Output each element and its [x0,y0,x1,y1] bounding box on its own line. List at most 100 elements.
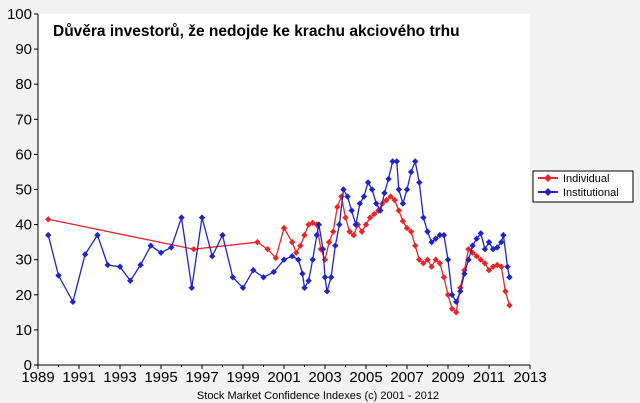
data-point-individual [453,309,460,316]
data-point-individual [301,231,308,239]
data-point-institutional [313,231,320,239]
data-point-institutional [506,274,513,281]
y-axis-ticks: 0 10 20 30 40 50 60 70 80 90 100 [7,6,38,374]
data-point-institutional [305,277,312,284]
data-point-individual [420,260,427,267]
data-point-institutional [198,214,206,221]
data-point-institutional [45,231,52,239]
data-point-individual [395,207,402,214]
data-point-institutional [477,230,484,237]
data-point-institutional [104,261,111,269]
data-point-individual [371,210,378,218]
x-tick-label: 2001 [267,369,300,386]
data-point-individual [358,228,366,235]
data-point-individual [412,242,419,249]
data-point-institutional [301,284,308,291]
series-layer [45,158,513,316]
x-tick-label: 1989 [21,369,54,386]
data-point-institutional [319,245,327,253]
data-point-individual [403,224,411,232]
data-point-individual [45,216,52,223]
y-tick-label: 70 [15,111,32,128]
data-point-individual [399,217,407,225]
data-point-institutional [481,245,489,253]
data-point-institutional [457,288,464,295]
data-point-institutional [420,214,427,221]
legend-marker-institutional [544,188,552,196]
data-point-institutional [137,261,144,269]
data-point-institutional [500,231,507,239]
data-point-institutional [389,158,396,165]
data-point-individual [280,224,288,232]
data-point-individual [448,305,456,313]
data-point-institutional [469,242,476,249]
data-point-institutional [395,186,402,193]
data-point-institutional [424,228,431,235]
data-point-institutional [229,274,236,281]
data-point-institutional [393,158,400,165]
data-point-institutional [55,272,62,279]
data-point-institutional [289,252,296,260]
data-point-individual [387,193,394,200]
data-point-institutional [498,238,505,246]
data-point-institutional [116,263,124,270]
data-point-individual [407,228,415,235]
data-point-individual [289,238,296,246]
x-tick-label: 1995 [144,369,177,386]
data-point-institutional [309,256,316,263]
y-tick-label: 80 [15,76,32,93]
data-point-institutional [157,249,165,256]
data-point-institutional [453,298,460,306]
data-point-institutional [69,298,77,306]
data-point-individual [342,214,349,221]
y-tick-label: 50 [15,182,32,199]
data-point-individual [366,214,374,221]
data-point-institutional [428,238,435,246]
series-individual [45,193,513,316]
data-point-individual [416,256,423,263]
data-point-institutional [321,274,329,281]
x-tick-label: 1993 [103,369,136,386]
data-point-individual [330,228,337,235]
y-tick-label: 30 [15,252,32,269]
data-point-institutional [219,231,226,239]
data-point-institutional [81,251,89,258]
data-point-individual [362,221,370,228]
data-point-institutional [147,242,154,249]
data-point-individual [350,231,357,239]
chart-title: Důvěra investorů, že nedojde ke krachu a… [53,23,460,40]
data-point-institutional [494,244,501,251]
data-point-individual [383,196,390,204]
data-point-institutional [168,244,175,251]
legend-label-institutional: Institutional [563,187,619,199]
x-tick-label: 1999 [226,369,259,386]
x-tick-label: 2011 [473,369,505,386]
y-tick-label: 90 [15,41,32,58]
data-point-institutional [461,270,468,277]
series-institutional [45,158,513,306]
data-point-individual [440,274,448,281]
data-point-individual [272,254,279,262]
data-point-institutional [485,238,493,246]
data-point-individual [424,256,431,263]
y-tick-label: 10 [15,322,32,339]
legend: Individual Institutional [532,170,634,203]
data-point-institutional [407,168,415,176]
data-point-institutional [373,200,380,207]
data-point-institutional [360,193,368,200]
data-point-institutional [412,158,419,165]
x-tick-label: 2007 [390,369,423,386]
data-point-individual [346,228,353,235]
data-point-institutional [381,189,388,197]
data-point-institutional [188,284,195,291]
data-point-institutional [315,221,323,228]
data-point-individual [190,245,197,253]
data-point-institutional [340,186,347,193]
data-point-institutional [436,231,443,239]
data-point-institutional [403,186,411,193]
data-point-institutional [336,221,343,228]
data-point-institutional [348,207,355,214]
data-point-individual [502,288,509,295]
